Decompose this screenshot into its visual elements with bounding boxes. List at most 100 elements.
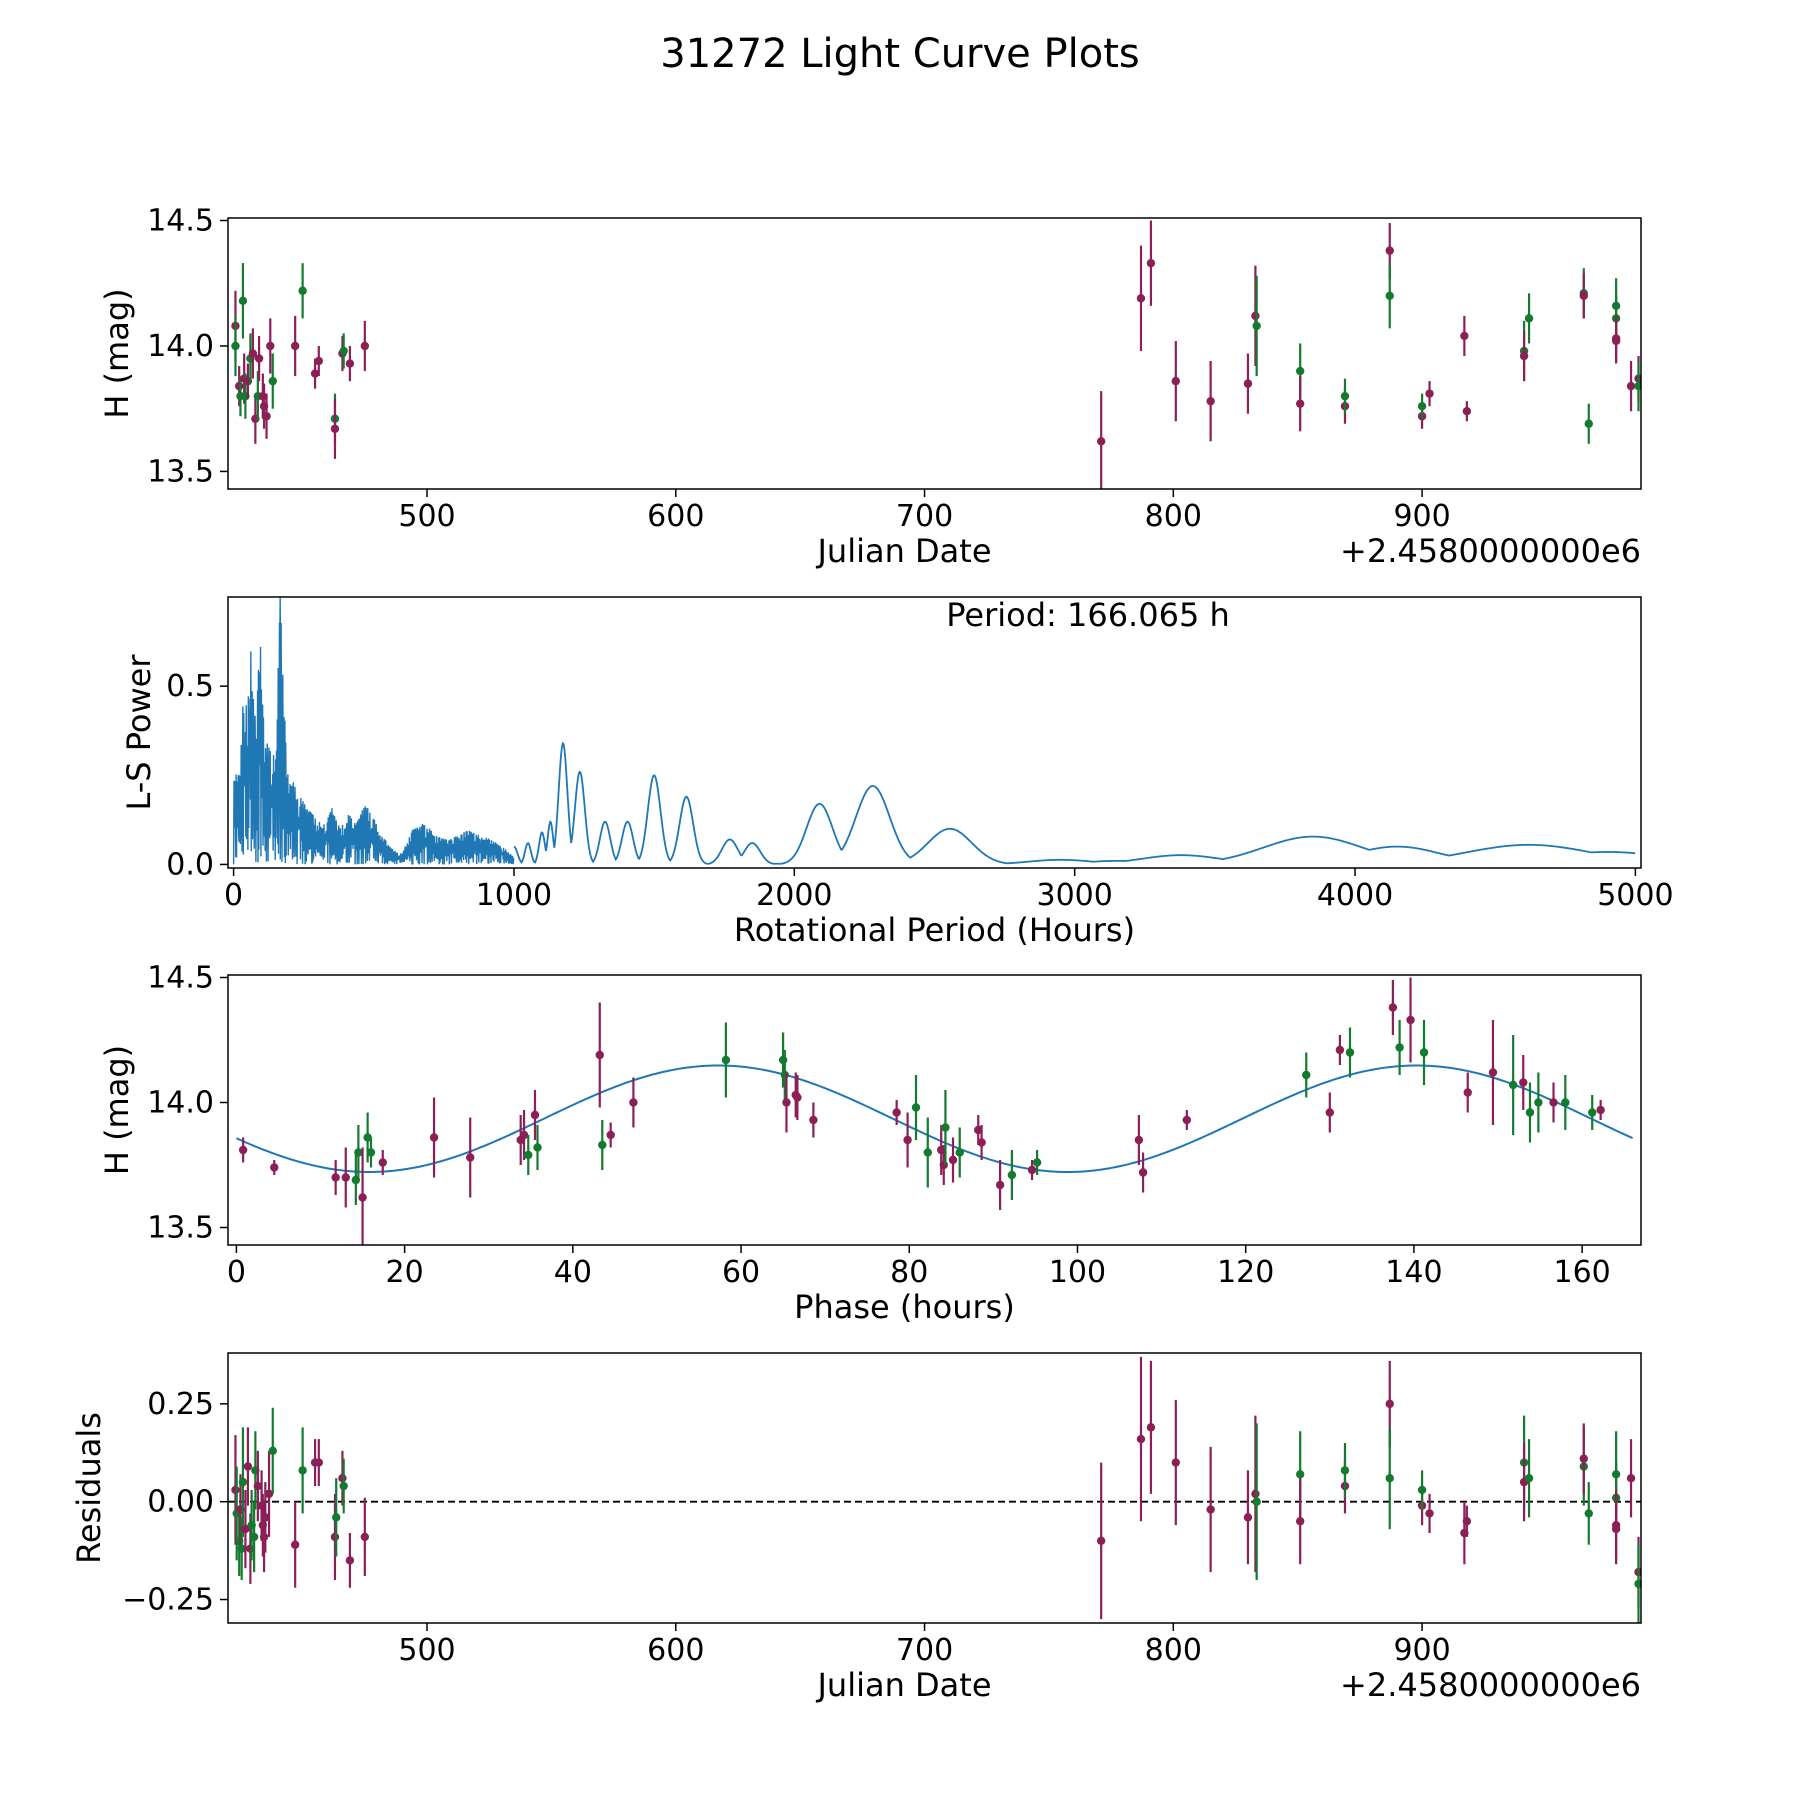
data-point [339,346,348,356]
data-point [1206,396,1215,406]
data-point [948,1155,958,1165]
x-tick-label: 700 [896,499,953,534]
data-point [1340,1466,1350,1475]
data-point [524,1150,533,1160]
x-offset-text: +2.4580000000e6 [1340,1666,1641,1704]
periodogram-line [513,741,1636,865]
data-point [1549,1098,1558,1107]
data-point [1406,1015,1415,1025]
x-tick-label: 500 [398,1633,455,1668]
data-point [1027,1165,1037,1175]
data-point [911,1103,921,1112]
resid-panel: 500 600 700 800 900 0.25 0.00 −0.25 Julian Date R… [70,1352,1642,1704]
x-tick-label: 800 [1145,1633,1202,1668]
data-point [330,424,340,433]
data-point [1417,1485,1427,1495]
data-point [290,341,300,351]
y-axis-label: H (mag) [98,1045,136,1175]
x-tick-label: 500 [398,499,455,534]
lc-plot-area [231,220,1641,489]
data-point [1488,1068,1498,1077]
data-point [268,1446,277,1456]
data-point [1596,1105,1605,1115]
x-tick-label: 600 [647,1633,704,1668]
x-tick-label: 2000 [756,878,832,913]
data-point [1136,294,1146,303]
data-point [248,349,258,358]
x-tick-label: 900 [1393,1633,1450,1668]
data-point [1417,401,1427,411]
data-point [1171,376,1181,386]
data-point [780,1070,789,1080]
data-point [1325,1108,1335,1117]
data-point [595,1050,604,1060]
data-point [1335,1045,1345,1055]
data-point [466,1153,475,1162]
data-point [266,341,275,351]
data-point [1096,1536,1106,1546]
data-point [1425,1509,1434,1518]
data-point [955,1148,964,1157]
data-point [1463,1088,1472,1097]
x-axis-label: Rotational Period (Hours) [734,911,1135,949]
data-point [1136,1434,1146,1444]
data-point [1252,1497,1261,1506]
data-point [290,1540,300,1549]
data-point [1243,1513,1253,1522]
x-tick-label: 100 [1049,1255,1106,1290]
x-tick-label: 800 [1145,499,1202,534]
x-axis-label: Julian Date [815,1666,991,1704]
data-point [533,1143,542,1152]
data-point [262,412,271,421]
data-point [332,1513,341,1522]
x-tick-label: 600 [647,499,704,534]
y-tick-label: 14.5 [147,204,214,239]
data-point [243,1462,253,1471]
figure-title: 31272 Light Curve Plots [660,31,1139,77]
data-point [1524,314,1534,323]
data-point [1634,381,1641,391]
data-point [629,1098,638,1107]
data-point [378,1158,387,1167]
data-point [995,1180,1005,1190]
data-point [264,1489,274,1499]
data-point [1134,1135,1144,1145]
data-point [721,1055,731,1065]
data-point [345,359,355,368]
data-point [606,1130,615,1140]
x-axis-label: Phase (hours) [794,1288,1015,1326]
data-point [360,1532,370,1542]
data-point [1519,351,1529,361]
period-annotation: Period: 166.065 h [946,596,1230,634]
data-point [354,1148,363,1157]
data-point [1611,1524,1621,1534]
data-point [974,1125,983,1135]
data-point [1561,1098,1570,1107]
data-point [923,1148,932,1157]
data-point [1395,1043,1404,1052]
data-point [298,1466,307,1475]
data-point [1251,1489,1260,1499]
data-point [1588,1108,1597,1117]
x-tick-label: 900 [1393,499,1450,534]
data-point [1626,381,1636,391]
data-point [1146,258,1156,268]
data-point [341,1173,350,1182]
data-point [1579,1454,1588,1463]
x-tick-label: 700 [896,1633,953,1668]
x-tick-label: 20 [386,1255,424,1290]
data-point [1525,1108,1535,1117]
y-tick-label: 0.0 [166,847,214,882]
data-point [977,1138,986,1147]
y-axis-label: H (mag) [98,288,136,418]
data-point [1032,1158,1042,1167]
phase-panel: 0 20 40 60 80 100 120 140 160 13.5 14.0 14.5 Phase (… [98,961,1642,1326]
data-point [1508,1080,1518,1090]
resid-axes-frame [227,1352,1642,1624]
data-point [253,1481,263,1491]
data-point [238,1145,248,1155]
data-point [598,1140,607,1150]
data-point [241,1524,250,1534]
